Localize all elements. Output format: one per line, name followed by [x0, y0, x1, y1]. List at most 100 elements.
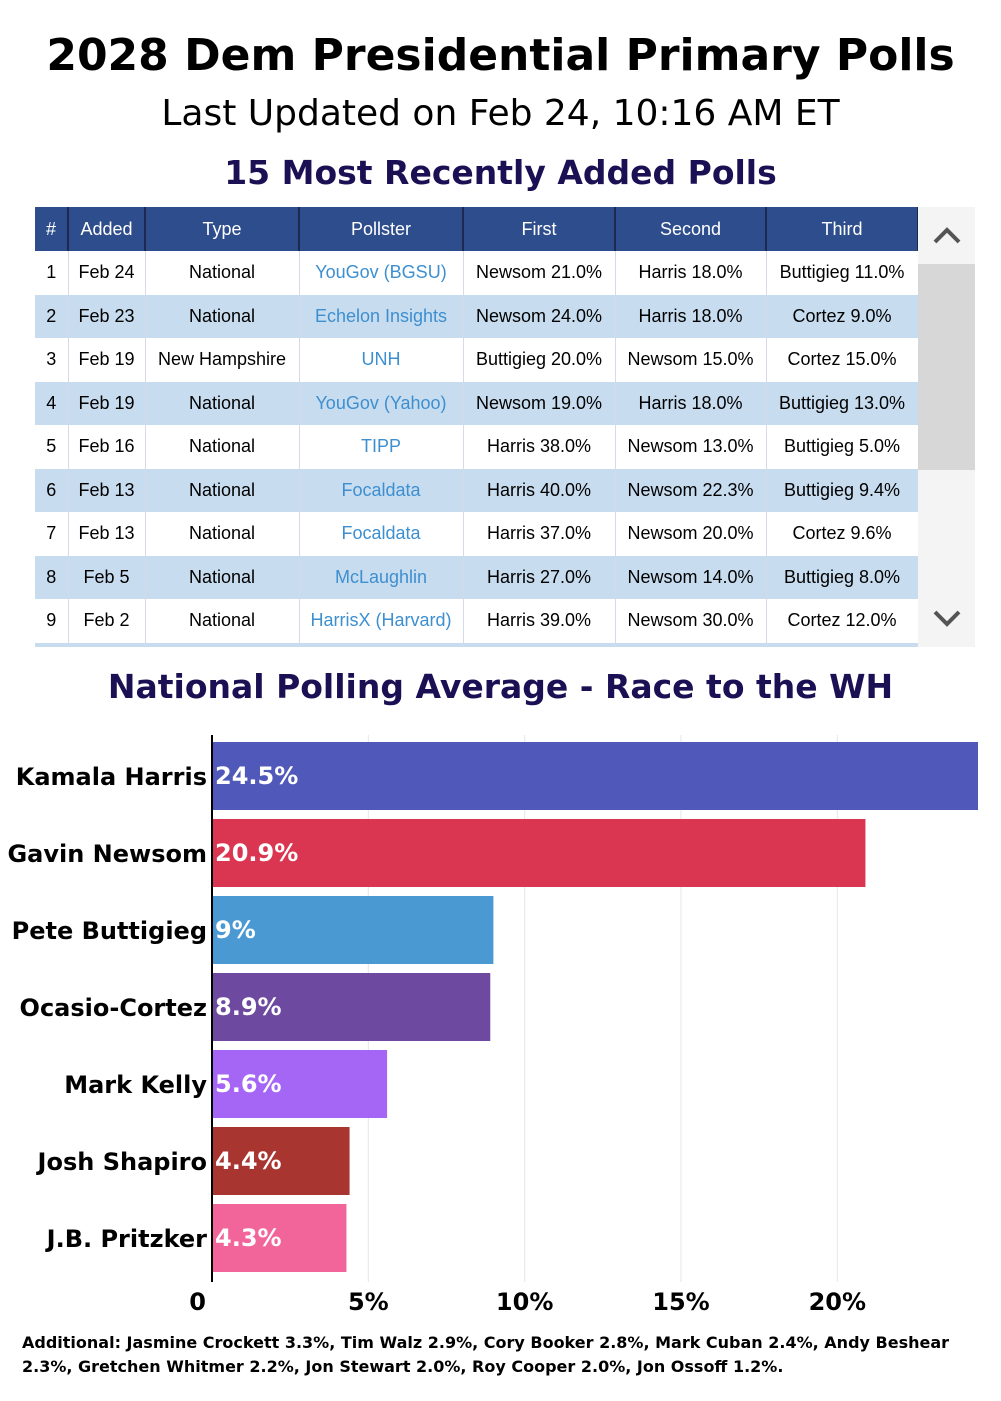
table-cell: Harris 18.0% [615, 381, 767, 425]
table-cell: Newsom 22.3% [615, 468, 767, 512]
table-scrollbar[interactable] [918, 207, 975, 647]
pollster-cell: TIPP [299, 425, 464, 469]
scroll-down-button[interactable] [918, 599, 975, 645]
page-title: 2028 Dem Presidential Primary Polls [46, 30, 955, 81]
pollster-link[interactable]: McLaughlin [334, 566, 428, 587]
column-header[interactable]: # [35, 207, 69, 251]
table-cell: 8 [35, 555, 69, 599]
table-cell: Harris 39.0% [463, 599, 616, 643]
table-cell: Feb 24 [68, 251, 146, 295]
x-tick-label: 15% [652, 1288, 709, 1316]
polling-average-chart: Kamala Harris 24.5% Gavin Newsom 20.9% Pete … [7, 735, 978, 1316]
column-header[interactable]: First [463, 207, 616, 251]
table-cell: National [145, 294, 300, 338]
pollster-cell: Echelon Insights [299, 294, 464, 338]
table-row: 2 Feb 23 National Echelon Insights Newsom 24… [35, 294, 919, 338]
table-cell: National [145, 425, 300, 469]
table-cell: Buttigieg 11.0% [766, 251, 919, 295]
table-cell: Buttigieg 5.0% [766, 425, 919, 469]
table-row: 5 Feb 16 National TIPP Harris 38.0% Newsom 13… [35, 425, 919, 469]
pollster-cell: UNH [299, 338, 464, 382]
table-cell: Cortez 9.0% [766, 294, 919, 338]
table-cell: 1 [35, 251, 69, 295]
pollster-link[interactable]: TIPP [360, 436, 401, 457]
table-row: 4 Feb 19 National YouGov (Yahoo) Newsom 19.0… [35, 381, 919, 425]
category-label: Ocasio-Cortez [20, 994, 207, 1022]
bar[interactable] [212, 896, 494, 964]
column-header[interactable]: Third [766, 207, 919, 251]
scroll-thumb[interactable] [918, 264, 975, 470]
scroll-up-button[interactable] [918, 215, 975, 261]
x-tick-label: 10% [496, 1288, 553, 1316]
table-cell: Newsom 24.0% [463, 294, 616, 338]
bar[interactable] [212, 742, 978, 810]
table-cell: Feb 16 [68, 425, 146, 469]
column-header[interactable]: Added [68, 207, 146, 251]
table-cell: Newsom 22.2% [615, 642, 767, 647]
table-cell: Harris 40.0% [463, 468, 616, 512]
x-tick-label: 20% [809, 1288, 866, 1316]
polls-table-widget: # Added Type Pollster First Second Third… [35, 207, 975, 647]
table-cell: National [145, 599, 300, 643]
table-cell: Harris 27.0% [463, 555, 616, 599]
pollster-link[interactable]: HarrisX (Harvard) [310, 610, 452, 631]
table-cell: Newsom 30.0% [615, 599, 767, 643]
table-cell: Newsom 13.0% [615, 425, 767, 469]
table-cell: 3 [35, 338, 69, 382]
value-label: 20.9% [215, 839, 298, 867]
pollster-link[interactable]: YouGov (Yahoo) [315, 392, 447, 413]
table-cell: Harris 18.0% [615, 251, 767, 295]
table-cell: National [145, 555, 300, 599]
category-label: Mark Kelly [64, 1071, 207, 1099]
bar[interactable] [212, 1127, 350, 1195]
last-updated: Last Updated on Feb 24, 10:16 AM ET [161, 93, 840, 134]
table-cell: New Hampshire [145, 338, 300, 382]
table-cell: Feb 5 [68, 555, 146, 599]
table-cell: 7 [35, 512, 69, 556]
pollster-cell: HarrisX (Harvard) [299, 599, 464, 643]
table-cell: Harris 18.0% [615, 294, 767, 338]
pollster-link[interactable]: Focaldata [341, 479, 421, 500]
column-header[interactable]: Second [615, 207, 767, 251]
bar[interactable] [212, 819, 866, 887]
bar[interactable] [212, 1050, 388, 1118]
table-header-row: # Added Type Pollster First Second Third [35, 207, 919, 251]
table-cell: Jan 27 [68, 642, 146, 647]
table-cell: 10 [35, 642, 69, 647]
chart-section-title: National Polling Average - Race to the W… [107, 667, 894, 706]
category-label: Pete Buttigieg [12, 917, 207, 945]
table-cell: Buttigieg 9.4% [766, 468, 919, 512]
polls-table: # Added Type Pollster First Second Third… [35, 207, 919, 647]
bar[interactable] [212, 1204, 347, 1272]
pollster-link[interactable]: UNH [361, 349, 401, 370]
value-label: 8.9% [215, 993, 282, 1021]
column-header[interactable]: Pollster [299, 207, 464, 251]
pollster-cell: YouGov (BGSU) [299, 251, 464, 295]
table-cell: 9 [35, 599, 69, 643]
table-cell: Buttigieg 20.0% [463, 338, 616, 382]
value-label: 4.4% [215, 1147, 282, 1175]
table-cell: Newsom 21.0% [463, 251, 616, 295]
table-cell: National [145, 381, 300, 425]
table-cell: Feb 13 [68, 512, 146, 556]
pollster-link[interactable]: Focaldata [341, 523, 421, 544]
table-row: 10Jan 27NationalBig Data PollHarris 31.4… [35, 642, 919, 647]
table-cell: Feb 23 [68, 294, 146, 338]
table-cell: Cortez 9.6% [766, 512, 919, 556]
additional-candidates-note: Additional: Jasmine Crockett 3.3%, Tim W… [22, 1333, 950, 1376]
pollster-cell: Focaldata [299, 512, 464, 556]
table-cell: National [145, 251, 300, 295]
pollster-cell: Focaldata [299, 468, 464, 512]
pollster-link[interactable]: YouGov (BGSU) [315, 262, 447, 283]
column-header[interactable]: Type [145, 207, 300, 251]
pollster-link[interactable]: Echelon Insights [314, 305, 448, 326]
table-cell: 5 [35, 425, 69, 469]
table-cell: Feb 2 [68, 599, 146, 643]
table-cell: Newsom 20.0% [615, 512, 767, 556]
table-cell: Buttigieg 8.0% [766, 555, 919, 599]
table-cell: Newsom 19.0% [463, 381, 616, 425]
category-label: J.B. Pritzker [45, 1225, 208, 1253]
pollster-cell: Big Data Poll [299, 642, 464, 647]
bar[interactable] [212, 973, 491, 1041]
table-cell: Cortez 12.0% [766, 599, 919, 643]
